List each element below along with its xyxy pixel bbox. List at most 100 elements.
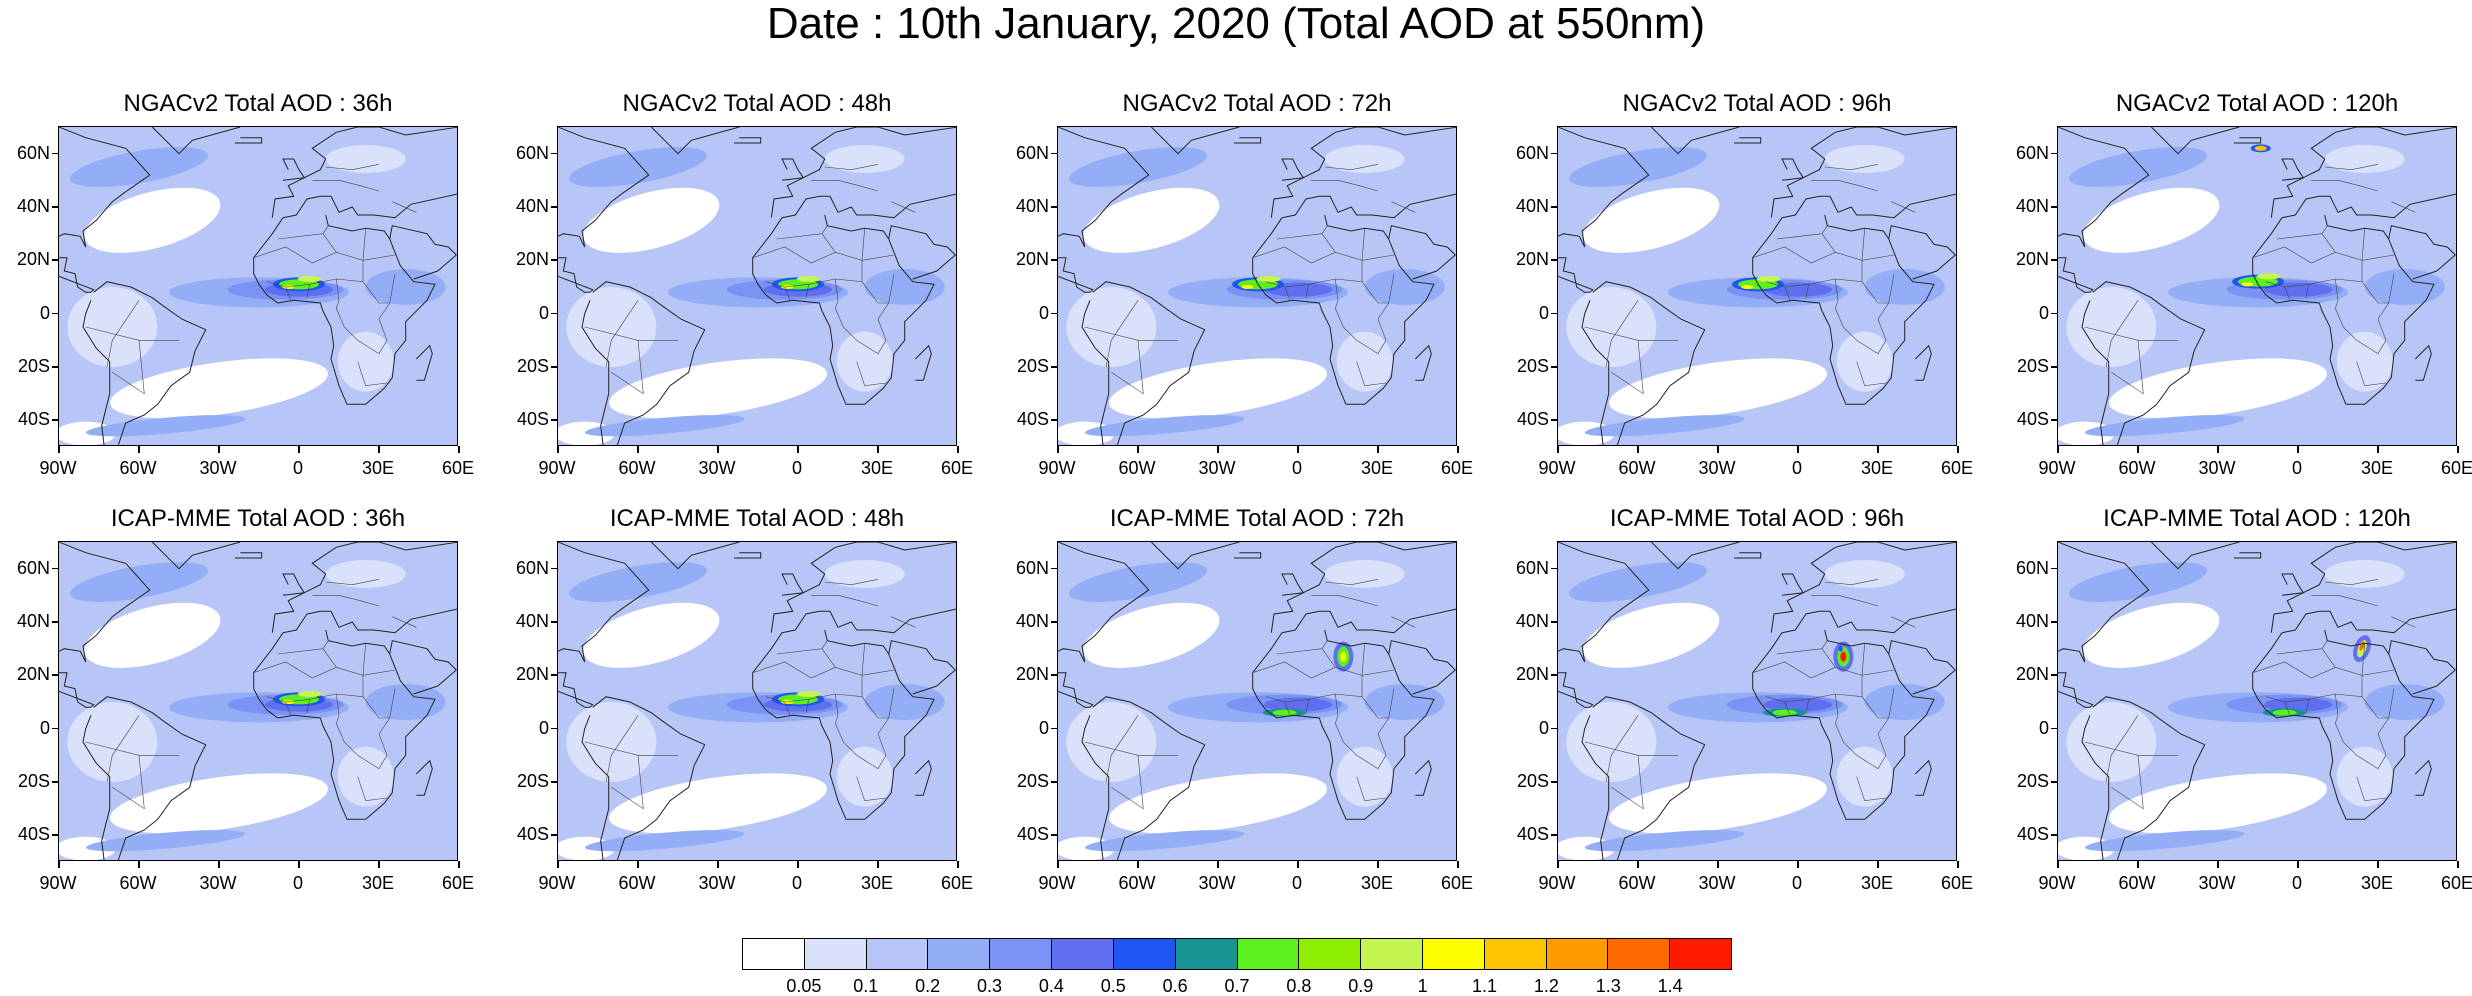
lat-tick xyxy=(52,312,58,315)
colorbar-swatch xyxy=(1299,939,1362,969)
colorbar-level-label: 1.3 xyxy=(1595,976,1621,996)
lat-tick xyxy=(551,366,557,368)
lon-tick-label: 30W xyxy=(1198,458,1236,478)
aod-map xyxy=(58,126,458,446)
aod-field xyxy=(558,542,956,860)
colorbar-swatch xyxy=(1546,939,1609,969)
lon-tick-label: 60W xyxy=(119,873,157,893)
colorbar-swatch xyxy=(866,939,929,969)
lat-tick xyxy=(52,621,58,623)
lat-tick xyxy=(1051,259,1057,261)
lon-tick-label: 30E xyxy=(361,873,395,893)
lon-tick xyxy=(2057,446,2059,453)
lon-tick xyxy=(298,861,300,868)
lon-tick xyxy=(797,861,799,868)
lat-tick xyxy=(52,781,58,783)
lat-tick xyxy=(551,674,557,676)
lat-tick xyxy=(2051,674,2057,676)
colorbar-swatch xyxy=(1237,939,1300,969)
lat-tick xyxy=(1051,727,1057,730)
lon-tick xyxy=(717,446,719,453)
lon-tick xyxy=(1297,446,1299,453)
lon-tick xyxy=(1217,446,1219,453)
lon-tick-label: 60W xyxy=(1118,873,1156,893)
colorbar-level-label: 1 xyxy=(1417,976,1428,996)
lat-tick xyxy=(2051,567,2057,570)
lon-tick xyxy=(2297,446,2299,453)
lat-tick xyxy=(1551,781,1557,783)
lat-tick-label: 0 xyxy=(538,717,549,738)
lat-tick-label: 20N xyxy=(1515,664,1549,685)
lon-tick xyxy=(2457,446,2459,453)
lon-tick-label: 30E xyxy=(1860,458,1894,478)
lat-tick xyxy=(551,206,557,208)
lat-tick-label: 60N xyxy=(16,557,50,578)
lon-tick xyxy=(2297,861,2299,868)
lon-tick xyxy=(1457,446,1459,453)
lon-tick xyxy=(1557,446,1559,453)
lon-tick-label: 30W xyxy=(2198,458,2236,478)
lat-tick-label: 20S xyxy=(17,356,50,376)
lat-tick-label: 60N xyxy=(2015,142,2049,163)
lat-tick xyxy=(2051,727,2057,730)
lon-tick-label: 90W xyxy=(2038,873,2076,893)
lat-tick-label: 20S xyxy=(2016,356,2049,376)
colorbar-swatch xyxy=(1361,939,1423,969)
lat-tick xyxy=(1051,312,1057,315)
lat-tick xyxy=(1551,621,1557,623)
colorbar-level-label: 0.3 xyxy=(976,976,1003,996)
lon-tick xyxy=(717,861,719,868)
lat-tick-label: 20N xyxy=(515,249,549,270)
lat-tick-label: 0 xyxy=(1038,302,1049,323)
lat-tick-label: 40S xyxy=(17,409,50,430)
lat-tick xyxy=(1551,312,1557,315)
lat-tick-label: 40S xyxy=(1516,824,1549,845)
map-panel: NGACv2 Total AOD : 36h 60N 40N 20N 0 20S 40S 90… xyxy=(17,90,474,490)
lat-tick xyxy=(52,152,58,155)
lat-tick xyxy=(52,674,58,676)
lon-tick xyxy=(58,861,60,868)
lat-tick xyxy=(551,781,557,783)
lon-tick-label: 90W xyxy=(1038,873,1076,893)
aod-field xyxy=(1558,127,1956,445)
lon-tick xyxy=(637,446,639,453)
map-panel: NGACv2 Total AOD : 72h 60N 40N 20N 0 20S 40S 90… xyxy=(1016,90,1473,490)
lon-tick xyxy=(1717,446,1719,453)
lon-tick xyxy=(1377,446,1379,453)
colorbar-level-label: 0.7 xyxy=(1224,976,1250,996)
lat-tick xyxy=(1051,567,1057,570)
lon-tick-label: 60E xyxy=(940,873,974,893)
lat-tick-label: 20N xyxy=(1015,249,1049,270)
lat-tick xyxy=(52,419,58,421)
lat-tick-label: 20S xyxy=(516,771,549,791)
panel-title: NGACv2 Total AOD : 36h xyxy=(123,90,393,117)
aod-field xyxy=(1558,542,1956,860)
lat-tick xyxy=(1051,621,1057,623)
aod-map xyxy=(1557,126,1957,446)
lat-tick xyxy=(1551,834,1557,836)
lat-tick xyxy=(1051,674,1057,676)
lon-tick-label: 30W xyxy=(199,873,237,893)
lat-tick-label: 40N xyxy=(16,196,50,216)
aod-map xyxy=(1057,541,1457,861)
lat-tick xyxy=(52,206,58,208)
map-panel: NGACv2 Total AOD : 48h 60N 40N 20N 0 20S 40S 90… xyxy=(516,90,973,490)
colorbar-level-label: 0.05 xyxy=(786,976,822,996)
lon-tick xyxy=(2377,861,2379,868)
aod-field xyxy=(1058,127,1456,445)
lat-tick-label: 60N xyxy=(16,142,50,163)
panel-title: NGACv2 Total AOD : 96h xyxy=(1622,90,1892,117)
lon-tick-label: 30W xyxy=(1698,873,1736,893)
colorbar-level-label: 0.1 xyxy=(853,976,879,996)
lon-tick-label: 30E xyxy=(1360,873,1394,893)
lon-tick xyxy=(1637,861,1639,868)
lon-tick xyxy=(2377,446,2379,453)
lon-tick-label: 30W xyxy=(698,873,736,893)
lon-tick-label: 90W xyxy=(1538,458,1576,478)
lon-tick-label: 60E xyxy=(1940,458,1974,478)
lon-tick-label: 30E xyxy=(1360,458,1394,478)
lon-tick-label: 30E xyxy=(1860,873,1894,893)
lat-tick xyxy=(2051,834,2057,836)
lon-tick-label: 0 xyxy=(1791,873,1802,893)
lon-tick xyxy=(138,861,140,868)
